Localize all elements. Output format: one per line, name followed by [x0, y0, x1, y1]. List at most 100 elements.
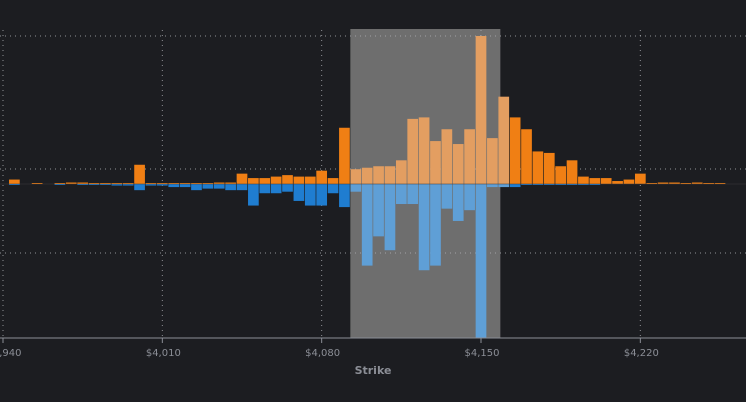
bar-negative-4045: [236, 184, 248, 191]
bar-positive-4060: [270, 176, 282, 184]
bar-positive-4240: [680, 183, 692, 184]
bar-positive-4245: [691, 182, 703, 184]
bar-positive-4150: [475, 36, 487, 184]
bar-negative-4100: [361, 184, 373, 266]
bar-negative-3945: [9, 184, 20, 185]
bar-negative-3980: [88, 184, 100, 185]
x-axis-title: Strike: [355, 364, 392, 377]
bar-negative-4195: [578, 184, 589, 185]
bar-positive-4255: [714, 183, 726, 184]
x-tick-label: $4,010: [146, 348, 181, 359]
bar-negative-4185: [555, 184, 567, 185]
bar-positive-4195: [578, 176, 589, 184]
bar-positive-4040: [225, 182, 236, 184]
bar-positive-4115: [395, 160, 407, 184]
bar-negative-4015: [168, 184, 180, 188]
bar-negative-4000: [134, 184, 145, 191]
bar-negative-4065: [282, 184, 293, 192]
bar-negative-4170: [521, 184, 532, 185]
bar-negative-4090: [339, 184, 350, 208]
bar-negative-4125: [418, 184, 430, 271]
bar-negative-4175: [532, 184, 544, 185]
bar-positive-4130: [430, 141, 441, 184]
bar-positive-3980: [88, 183, 100, 184]
bar-positive-4235: [669, 182, 680, 184]
bar-negative-3990: [111, 184, 123, 186]
bar-negative-4025: [191, 184, 202, 191]
x-tick-label: $3,940: [0, 348, 22, 359]
bar-negative-3995: [122, 184, 134, 186]
bar-positive-3985: [100, 183, 111, 184]
bar-positive-4080: [316, 170, 328, 184]
bar-positive-4095: [350, 169, 362, 184]
bar-positive-4085: [327, 178, 339, 184]
bar-negative-4095: [350, 184, 362, 192]
bar-positive-4165: [509, 117, 521, 184]
x-tick-label: $4,150: [465, 348, 500, 359]
bar-positive-4035: [213, 182, 225, 184]
bar-positive-4170: [521, 129, 532, 184]
bar-positive-4070: [293, 176, 305, 184]
bar-positive-4015: [168, 183, 180, 184]
bar-negative-4150: [475, 184, 487, 338]
bar-negative-4190: [566, 184, 578, 185]
bar-positive-3970: [65, 182, 77, 184]
bar-positive-4075: [304, 176, 316, 184]
bar-negative-4105: [373, 184, 384, 237]
bar-positive-4200: [589, 178, 601, 184]
bar-positive-4175: [532, 151, 544, 184]
bar-negative-3985: [100, 184, 111, 185]
bar-positive-4110: [384, 166, 396, 184]
bar-positive-4030: [202, 183, 214, 184]
bar-positive-4010: [156, 183, 168, 184]
bar-positive-4160: [498, 96, 510, 184]
bar-negative-4200: [589, 184, 601, 185]
x-tick-label: $4,220: [624, 348, 659, 359]
bar-positive-3990: [111, 183, 123, 184]
bar-positive-3955: [31, 183, 43, 184]
bar-positive-4100: [361, 167, 373, 184]
bar-positive-4210: [612, 181, 623, 184]
bar-positive-4225: [646, 183, 658, 184]
bar-positive-4250: [703, 183, 714, 184]
bar-positive-4105: [373, 166, 384, 184]
bar-positive-4045: [236, 173, 248, 184]
bar-positive-4120: [407, 118, 419, 184]
bar-positive-4125: [418, 117, 430, 184]
bar-positive-4090: [339, 127, 350, 184]
bar-negative-4070: [293, 184, 305, 201]
bar-negative-4055: [259, 184, 271, 194]
bar-negative-4005: [145, 184, 157, 186]
bar-negative-4030: [202, 184, 214, 189]
bar-positive-4055: [259, 178, 271, 184]
bar-positive-4065: [282, 175, 293, 184]
bar-negative-4110: [384, 184, 396, 251]
bar-positive-3975: [77, 182, 89, 184]
bar-negative-4075: [304, 184, 316, 206]
bar-negative-4035: [213, 184, 225, 189]
x-tick-label: $4,080: [305, 348, 340, 359]
bar-positive-4215: [623, 179, 635, 184]
bar-negative-4050: [248, 184, 259, 206]
bar-negative-4120: [407, 184, 419, 205]
bar-positive-4145: [464, 129, 475, 184]
bar-negative-4085: [327, 184, 339, 194]
bar-positive-4205: [600, 178, 612, 184]
bar-positive-4155: [487, 138, 498, 184]
bar-negative-3965: [54, 184, 66, 185]
bar-positive-4190: [566, 160, 578, 184]
bar-positive-4020: [179, 183, 191, 184]
bar-negative-4155: [487, 184, 498, 188]
bar-positive-3965: [54, 183, 66, 184]
bar-positive-4050: [248, 178, 259, 184]
bar-positive-4140: [452, 144, 464, 184]
bar-negative-4160: [498, 184, 510, 188]
bar-negative-4020: [179, 184, 191, 188]
bar-positive-4185: [555, 166, 567, 184]
bar-negative-4040: [225, 184, 236, 191]
bar-positive-4230: [657, 182, 669, 184]
bar-negative-4180: [543, 184, 555, 185]
bar-positive-4025: [191, 183, 202, 184]
